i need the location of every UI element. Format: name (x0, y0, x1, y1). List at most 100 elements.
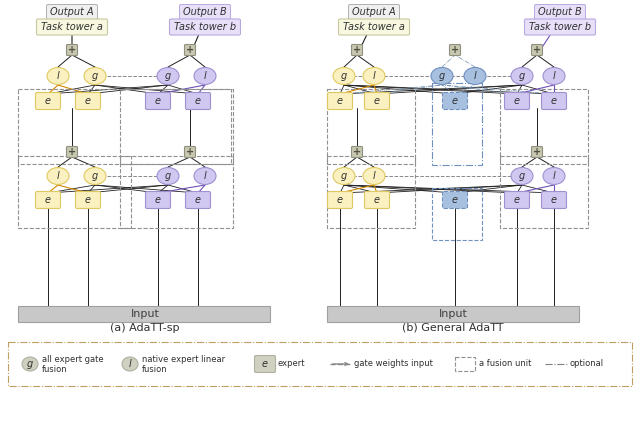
Text: Output B: Output B (538, 7, 582, 17)
Text: e: e (195, 195, 201, 205)
Text: e: e (551, 96, 557, 106)
Text: g: g (92, 71, 98, 81)
Bar (455, 357, 475, 371)
FancyBboxPatch shape (365, 92, 390, 109)
FancyBboxPatch shape (541, 192, 566, 208)
FancyBboxPatch shape (442, 92, 467, 109)
Text: e: e (155, 195, 161, 205)
FancyBboxPatch shape (442, 192, 467, 208)
Text: +: + (186, 147, 194, 157)
Text: +: + (533, 45, 541, 55)
Text: native expert linear: native expert linear (142, 355, 225, 365)
Text: +: + (68, 45, 76, 55)
Bar (500, 156, 588, 228)
Text: e: e (337, 96, 343, 106)
Ellipse shape (47, 168, 69, 184)
Text: l: l (552, 71, 556, 81)
Text: a fusion unit: a fusion unit (479, 360, 531, 368)
FancyBboxPatch shape (186, 192, 211, 208)
FancyBboxPatch shape (170, 19, 241, 35)
Ellipse shape (157, 68, 179, 84)
Text: e: e (45, 96, 51, 106)
Text: g: g (439, 71, 445, 81)
Text: fusion: fusion (42, 365, 68, 373)
Bar (18, 156, 131, 228)
FancyBboxPatch shape (525, 19, 595, 35)
Ellipse shape (157, 168, 179, 184)
Bar (18, 89, 231, 164)
Text: e: e (262, 359, 268, 369)
Text: Task tower a: Task tower a (343, 22, 405, 32)
FancyBboxPatch shape (36, 19, 108, 35)
FancyBboxPatch shape (184, 146, 195, 157)
Text: g: g (92, 171, 98, 181)
Bar (18, 306, 270, 322)
Text: e: e (155, 96, 161, 106)
FancyBboxPatch shape (145, 192, 170, 208)
Bar (500, 89, 588, 164)
Text: e: e (85, 96, 91, 106)
Ellipse shape (122, 357, 138, 371)
Text: l: l (56, 171, 60, 181)
Text: Task tower b: Task tower b (174, 22, 236, 32)
FancyBboxPatch shape (531, 146, 543, 157)
FancyBboxPatch shape (179, 5, 230, 19)
Text: (b) General AdaTT: (b) General AdaTT (403, 323, 504, 333)
Ellipse shape (431, 68, 453, 84)
Text: +: + (353, 147, 361, 157)
Text: l: l (552, 171, 556, 181)
Text: optional: optional (569, 360, 603, 368)
FancyBboxPatch shape (255, 355, 275, 373)
FancyBboxPatch shape (35, 192, 61, 208)
Text: Output A: Output A (352, 7, 396, 17)
FancyBboxPatch shape (541, 92, 566, 109)
Text: (a) AdaTT-sp: (a) AdaTT-sp (110, 323, 180, 333)
Text: l: l (474, 71, 476, 81)
FancyBboxPatch shape (351, 146, 362, 157)
Text: g: g (27, 359, 33, 369)
Text: l: l (56, 71, 60, 81)
Text: l: l (204, 71, 206, 81)
Bar (327, 156, 415, 228)
Text: g: g (519, 71, 525, 81)
Text: Task tower b: Task tower b (529, 22, 591, 32)
Text: e: e (195, 96, 201, 106)
Text: Input: Input (438, 309, 467, 319)
Text: e: e (85, 195, 91, 205)
FancyBboxPatch shape (531, 44, 543, 56)
Text: Output B: Output B (183, 7, 227, 17)
Text: fusion: fusion (142, 365, 168, 373)
Text: e: e (337, 195, 343, 205)
FancyBboxPatch shape (186, 92, 211, 109)
Text: +: + (533, 147, 541, 157)
Text: e: e (514, 96, 520, 106)
FancyBboxPatch shape (339, 19, 410, 35)
Text: e: e (452, 195, 458, 205)
FancyBboxPatch shape (184, 44, 195, 56)
Ellipse shape (363, 168, 385, 184)
FancyBboxPatch shape (534, 5, 586, 19)
FancyBboxPatch shape (351, 44, 362, 56)
Text: all expert gate: all expert gate (42, 355, 104, 365)
Ellipse shape (333, 168, 355, 184)
FancyBboxPatch shape (328, 92, 353, 109)
FancyBboxPatch shape (504, 92, 529, 109)
Bar (327, 89, 415, 164)
Bar (327, 306, 579, 322)
Ellipse shape (363, 68, 385, 84)
Ellipse shape (511, 168, 533, 184)
Text: Task tower a: Task tower a (41, 22, 103, 32)
FancyBboxPatch shape (328, 192, 353, 208)
Ellipse shape (543, 68, 565, 84)
Text: l: l (372, 71, 376, 81)
FancyBboxPatch shape (76, 192, 100, 208)
FancyBboxPatch shape (35, 92, 61, 109)
FancyBboxPatch shape (504, 192, 529, 208)
FancyBboxPatch shape (67, 146, 77, 157)
Text: g: g (165, 71, 171, 81)
Ellipse shape (464, 68, 486, 84)
Bar (120, 156, 233, 228)
FancyBboxPatch shape (145, 92, 170, 109)
Text: e: e (452, 96, 458, 106)
Ellipse shape (22, 357, 38, 371)
